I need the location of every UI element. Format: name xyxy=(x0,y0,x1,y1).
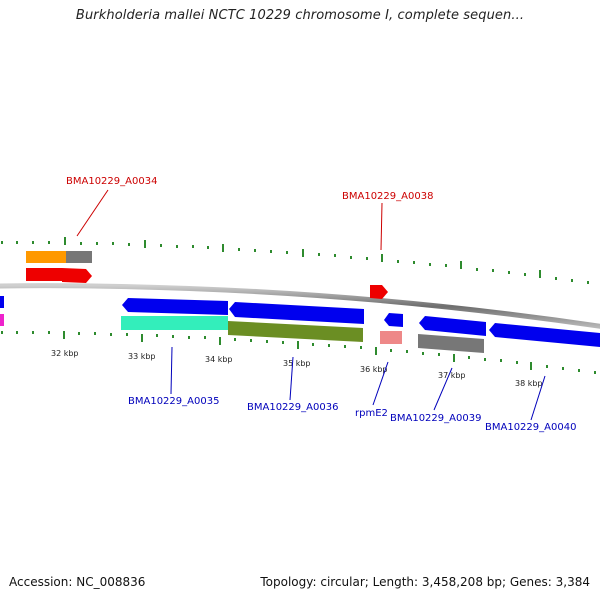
gene-label-bma10229-a0038[interactable]: BMA10229_A0038 xyxy=(342,191,433,202)
gray-feature-top[interactable] xyxy=(66,251,92,263)
leader-line-0038 xyxy=(380,202,383,251)
tick-label-34kbp: 34 kbp xyxy=(205,355,233,364)
leader-line-rpme2 xyxy=(372,361,389,406)
blue-gene-0035[interactable] xyxy=(122,298,228,315)
chromosome-backbone xyxy=(0,283,600,329)
gene-label-rpme2[interactable]: rpmE2 xyxy=(355,408,388,419)
leader-line-0039 xyxy=(433,367,453,411)
olive-feature-0036[interactable] xyxy=(228,321,363,342)
tick-label-37kbp: 37 kbp xyxy=(438,371,466,380)
left-edge-magenta[interactable] xyxy=(0,314,4,326)
map-title: Burkholderia mallei NCTC 10229 chromosom… xyxy=(75,8,525,23)
red-gene-0038[interactable] xyxy=(370,285,388,299)
tick-label-35kbp: 35 kbp xyxy=(283,359,311,368)
gray-feature-0039[interactable] xyxy=(418,334,484,353)
tick-label-32kbp: 32 kbp xyxy=(51,349,79,358)
leader-line-0040 xyxy=(530,375,546,421)
leader-line-0036 xyxy=(289,356,294,401)
pink-feature-rpme2[interactable] xyxy=(380,331,402,344)
gene-label-bma10229-a0039[interactable]: BMA10229_A0039 xyxy=(390,413,481,424)
teal-feature-0035[interactable] xyxy=(121,316,228,330)
gene-label-bma10229-a0035[interactable]: BMA10229_A0035 xyxy=(128,396,219,407)
gene-label-bma10229-a0034[interactable]: BMA10229_A0034 xyxy=(66,176,157,187)
red-gene-0034a[interactable] xyxy=(26,268,62,281)
blue-gene-0040[interactable] xyxy=(489,323,600,347)
red-gene-0034b[interactable] xyxy=(62,268,92,283)
gene-label-bma10229-a0040[interactable]: BMA10229_A0040 xyxy=(485,422,576,433)
outer-tick-row xyxy=(1,237,589,284)
orange-feature[interactable] xyxy=(26,251,66,263)
blue-gene-0039[interactable] xyxy=(419,316,486,336)
inner-tick-row xyxy=(1,331,596,374)
accession-text: Accession: NC_008836 xyxy=(9,575,146,589)
tick-label-36kbp: 36 kbp xyxy=(360,365,388,374)
topology-text: Topology: circular; Length: 3,458,208 bp… xyxy=(260,575,590,589)
blue-gene-rpme2[interactable] xyxy=(384,313,403,327)
tick-label-33kbp: 33 kbp xyxy=(128,352,156,361)
blue-gene-0036[interactable] xyxy=(229,302,364,324)
leader-line-0034 xyxy=(76,189,109,237)
left-edge-blue[interactable] xyxy=(0,296,4,308)
gene-label-bma10229-a0036[interactable]: BMA10229_A0036 xyxy=(247,402,338,413)
leader-line-0035 xyxy=(170,346,173,395)
tick-label-38kbp: 38 kbp xyxy=(515,379,543,388)
